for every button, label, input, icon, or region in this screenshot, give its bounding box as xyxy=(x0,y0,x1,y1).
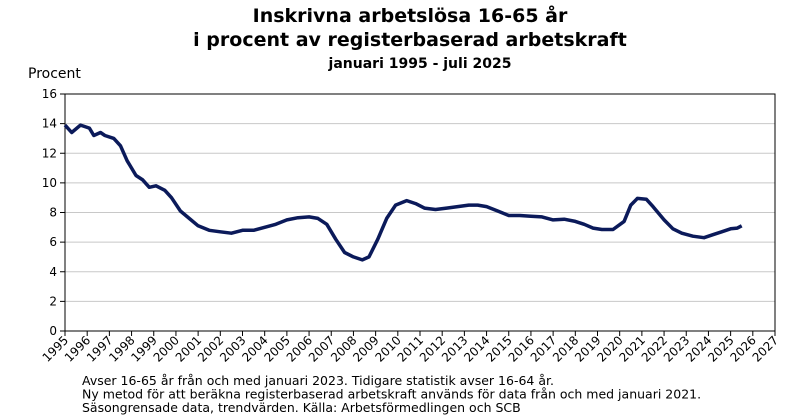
y-tick-label: 10 xyxy=(42,176,57,190)
data-line xyxy=(63,123,743,262)
chart-title: i procent av registerbaserad arbetskraft xyxy=(193,29,627,51)
y-tick-label: 8 xyxy=(49,206,57,220)
x-tick-label: 2027 xyxy=(750,333,781,364)
y-tick-label: 12 xyxy=(42,146,57,160)
chart-subtitle: januari 1995 - juli 2025 xyxy=(328,56,512,72)
footnote: Avser 16-65 år från och med januari 2023… xyxy=(82,373,554,388)
footnote: Säsongrensade data, trendvärden. Källa: … xyxy=(82,400,521,415)
y-axis-label: Procent xyxy=(28,66,81,82)
y-tick-label: 14 xyxy=(42,117,57,131)
footnote: Ny metod för att beräkna registerbaserad… xyxy=(82,387,701,402)
y-tick-label: 2 xyxy=(49,294,57,308)
y-tick-label: 6 xyxy=(49,235,57,249)
y-tick-label: 4 xyxy=(49,265,57,279)
y-tick-label: 16 xyxy=(42,87,57,101)
chart-title: Inskrivna arbetslösa 16-65 år xyxy=(253,3,568,27)
y-tick-label: 0 xyxy=(49,324,57,338)
plot-frame xyxy=(64,93,776,332)
